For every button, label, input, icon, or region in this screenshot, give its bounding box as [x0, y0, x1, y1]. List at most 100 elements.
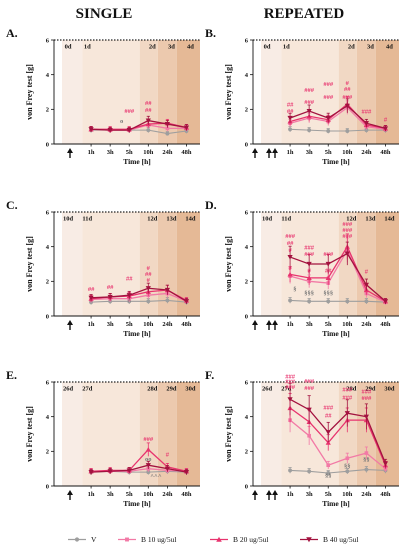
- legend-marker: [306, 537, 312, 543]
- data-point-V: [345, 469, 350, 474]
- x-tick-label: 10h: [342, 321, 353, 328]
- x-tick-label: 1h: [287, 149, 294, 156]
- y-tick-label: 6: [245, 37, 249, 44]
- data-point-B40: [306, 261, 312, 267]
- significance-annotation: ##: [287, 240, 294, 247]
- day-label: 11d: [281, 216, 291, 223]
- significance-annotation: ###: [362, 388, 373, 395]
- data-point-B40: [325, 115, 331, 121]
- data-point-B40: [287, 115, 293, 121]
- y-tick-label: 2: [46, 449, 49, 456]
- data-point-B40: [183, 125, 190, 131]
- injection-arrow-head: [67, 490, 73, 495]
- x-tick-label: 24h: [361, 491, 372, 498]
- data-point-B10: [165, 126, 170, 131]
- header-repeated: REPEATED: [264, 6, 345, 22]
- data-point-V: [288, 298, 293, 303]
- header-single: SINGLE: [76, 6, 133, 22]
- significance-annotation: §§: [363, 457, 370, 464]
- shade-band: [375, 40, 399, 144]
- shade-band: [139, 382, 158, 486]
- y-tick-label: 2: [46, 107, 49, 114]
- data-point-B40: [164, 287, 170, 293]
- day-label: 27d: [281, 386, 292, 393]
- series-line-B40: [91, 464, 187, 473]
- y-tick-label: 0: [46, 313, 49, 320]
- significance-annotation: ###: [124, 108, 135, 115]
- day-label: 12d: [346, 216, 357, 223]
- significance-annotation: ###: [285, 384, 296, 391]
- y-tick-label: 6: [245, 379, 249, 386]
- significance-annotation: ^^^: [150, 473, 162, 480]
- shade-band: [261, 40, 282, 144]
- x-tick-label: 3h: [306, 321, 313, 328]
- day-label: 14d: [384, 216, 395, 223]
- day-label: 13d: [365, 216, 376, 223]
- y-tick-label: 0: [245, 483, 248, 490]
- injection-arrow-head: [266, 148, 272, 153]
- x-tick-label: 10h: [143, 321, 154, 328]
- x-tick-label: 5h: [126, 491, 133, 498]
- significance-annotation: ##: [126, 275, 133, 282]
- day-label: 3d: [168, 44, 175, 51]
- significance-annotation: ###: [304, 251, 315, 258]
- data-point-B20: [306, 275, 312, 280]
- significance-annotation: ##: [88, 286, 95, 293]
- series-line-B20: [289, 407, 387, 466]
- series-line-B20: [289, 245, 386, 302]
- significance-annotation: ###: [304, 244, 315, 251]
- y-tick-label: 2: [245, 449, 248, 456]
- chart-panel: 0 2 4 6 1h 3h 5h 10h 24h 48h Time [h] von Frey test…: [6, 26, 200, 166]
- data-point-B10: [345, 456, 350, 461]
- y-tick-label: 4: [46, 72, 50, 79]
- data-point-B40: [306, 407, 312, 413]
- significance-annotation: ###: [143, 436, 154, 443]
- x-tick-label: 48h: [181, 491, 192, 498]
- significance-annotation: #: [288, 247, 292, 254]
- data-point-B40: [126, 468, 132, 473]
- data-point-B40: [363, 282, 369, 288]
- day-label: 10d: [63, 216, 74, 223]
- series-line-V: [290, 128, 386, 132]
- x-tick-label: 1h: [287, 321, 294, 328]
- day-label: 26d: [63, 386, 74, 393]
- chart-panel: 0 2 4 6 1h 3h 5h 10h 24h 48h Time [h] von Frey test…: [6, 368, 200, 508]
- legend-item-B10: B 10 ug/5ul: [118, 535, 176, 544]
- legend: V B 10 ug/5ul B 20 ug/5ul B 40 ug/5ul: [68, 535, 358, 544]
- series-line-B10: [289, 419, 386, 470]
- x-axis-title: Time [h]: [123, 499, 151, 508]
- data-point-V: [307, 469, 312, 474]
- data-point-B40: [306, 108, 312, 114]
- day-label: 2d: [149, 44, 156, 51]
- data-point-B10: [326, 463, 331, 468]
- x-tick-label: 5h: [325, 321, 332, 328]
- day-label: 0d: [264, 44, 271, 51]
- significance-annotation: ##: [145, 107, 152, 114]
- significance-annotation: o: [120, 118, 123, 125]
- series-line-V: [290, 468, 386, 474]
- significance-annotation: ^: [127, 298, 131, 305]
- x-tick-label: 5h: [126, 321, 133, 328]
- data-point-B40: [344, 103, 350, 109]
- data-point-B40: [287, 254, 293, 260]
- significance-annotation: ###: [342, 221, 353, 228]
- data-point-B20: [325, 275, 331, 280]
- x-tick-label: 48h: [380, 149, 391, 156]
- series-line-V: [91, 299, 187, 303]
- x-tick-label: 48h: [181, 149, 192, 156]
- y-axis-title: von Frey test [g]: [224, 406, 233, 462]
- data-point-V: [364, 128, 369, 133]
- significance-annotation: ##: [325, 268, 332, 275]
- series-line-B40: [289, 252, 386, 302]
- significance-annotation: ###: [323, 251, 334, 258]
- data-point-B20: [325, 440, 331, 445]
- x-tick-label: 3h: [107, 149, 114, 156]
- x-tick-label: 3h: [107, 321, 114, 328]
- panel-label: D.: [205, 198, 217, 212]
- significance-annotation: #: [147, 265, 151, 272]
- significance-annotation: §§: [325, 472, 332, 479]
- x-tick-label: 3h: [306, 149, 313, 156]
- legend-item-B40: B 40 ug/5ul: [300, 535, 358, 544]
- day-label: 26d: [262, 386, 273, 393]
- shade-band: [62, 40, 83, 144]
